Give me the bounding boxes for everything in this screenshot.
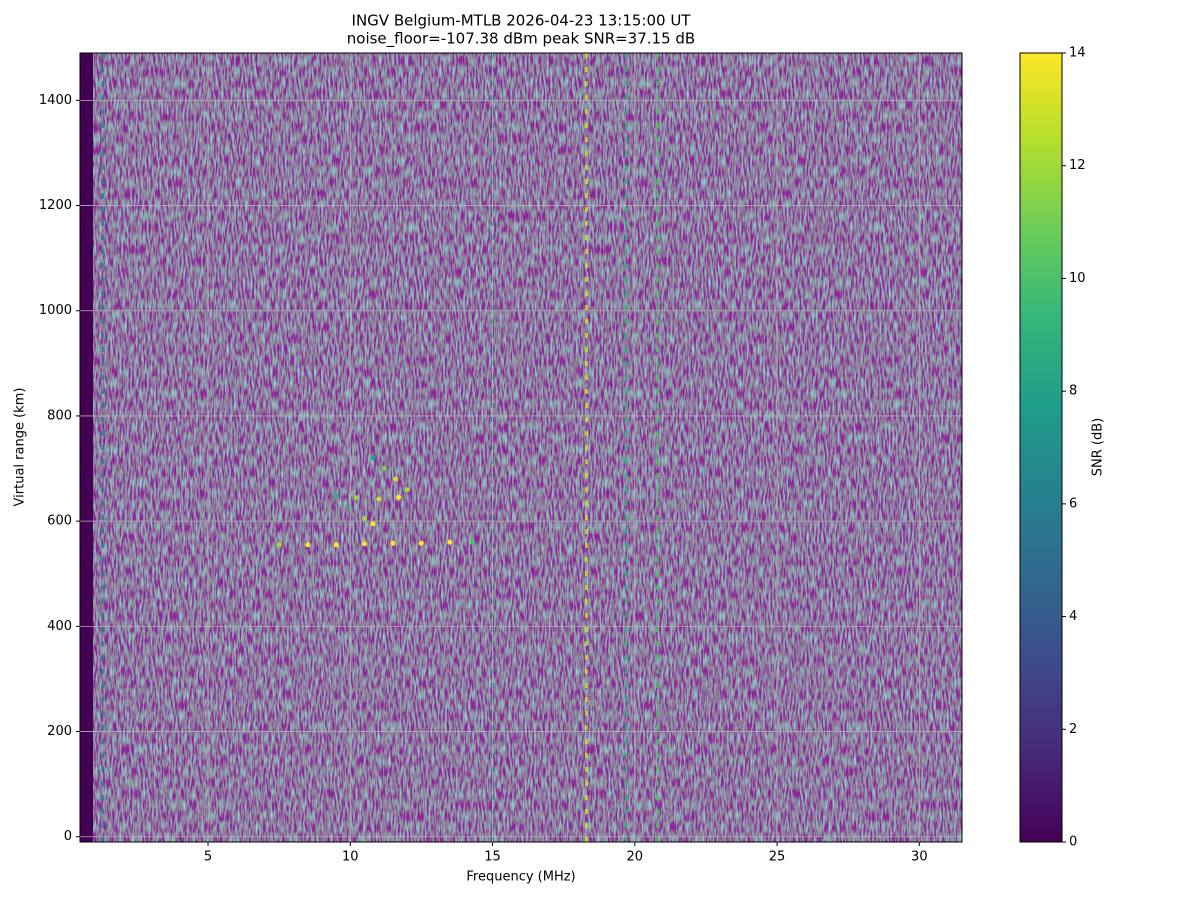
x-tick-label: 25 xyxy=(769,850,786,865)
y-axis-label: Virtual range (km) xyxy=(13,388,28,507)
y-tick-label: 200 xyxy=(47,724,72,739)
echo-point xyxy=(276,542,282,548)
y-tick-label: 1200 xyxy=(39,198,72,213)
echo-point xyxy=(396,494,402,500)
echo-point xyxy=(370,521,376,527)
colorbar-tick-label: 12 xyxy=(1069,158,1086,173)
chart-subtitle: noise_floor=-107.38 dBm peak SNR=37.15 d… xyxy=(347,30,695,49)
echo-point xyxy=(390,540,396,546)
y-tick-label: 400 xyxy=(47,619,72,634)
colorbar-tick-label: 6 xyxy=(1069,496,1077,511)
x-tick-label: 30 xyxy=(911,850,928,865)
echo-point xyxy=(333,542,339,548)
x-axis-label: Frequency (MHz) xyxy=(466,870,575,885)
echo-point xyxy=(376,496,382,502)
x-tick-label: 20 xyxy=(627,850,644,865)
chart-title: INGV Belgium-MTLB 2026-04-23 13:15:00 UT xyxy=(352,12,692,30)
echo-point xyxy=(305,542,311,548)
echo-point xyxy=(470,539,476,545)
echo-point xyxy=(370,455,376,461)
echo-point xyxy=(381,466,387,472)
x-tick-label: 15 xyxy=(484,850,501,865)
colorbar-tick-label: 10 xyxy=(1069,271,1086,286)
echo-point xyxy=(333,493,339,499)
echo-point xyxy=(404,487,410,493)
echo-point xyxy=(447,539,453,545)
echo-point xyxy=(418,540,424,546)
y-tick-label: 1000 xyxy=(39,303,72,318)
noise-texture xyxy=(93,53,962,842)
colorbar-label: SNR (dB) xyxy=(1091,418,1106,476)
colorbar-tick-label: 14 xyxy=(1069,46,1086,61)
y-tick-label: 0 xyxy=(64,829,72,844)
y-tick-label: 600 xyxy=(47,514,72,529)
colorbar-tick-label: 2 xyxy=(1069,722,1077,737)
echo-point xyxy=(362,516,368,522)
echo-point xyxy=(353,494,359,500)
echo-point xyxy=(362,541,368,547)
y-tick-label: 800 xyxy=(47,408,72,423)
x-tick-label: 10 xyxy=(342,850,359,865)
colorbar-tick-label: 4 xyxy=(1069,609,1077,624)
echo-point xyxy=(393,476,399,482)
colorbar xyxy=(1019,52,1063,843)
colorbar-tick-label: 8 xyxy=(1069,384,1077,399)
plot-frame xyxy=(79,52,963,843)
x-tick-label: 5 xyxy=(204,850,212,865)
y-tick-label: 1400 xyxy=(39,93,72,108)
colorbar-tick-label: 0 xyxy=(1069,835,1077,850)
